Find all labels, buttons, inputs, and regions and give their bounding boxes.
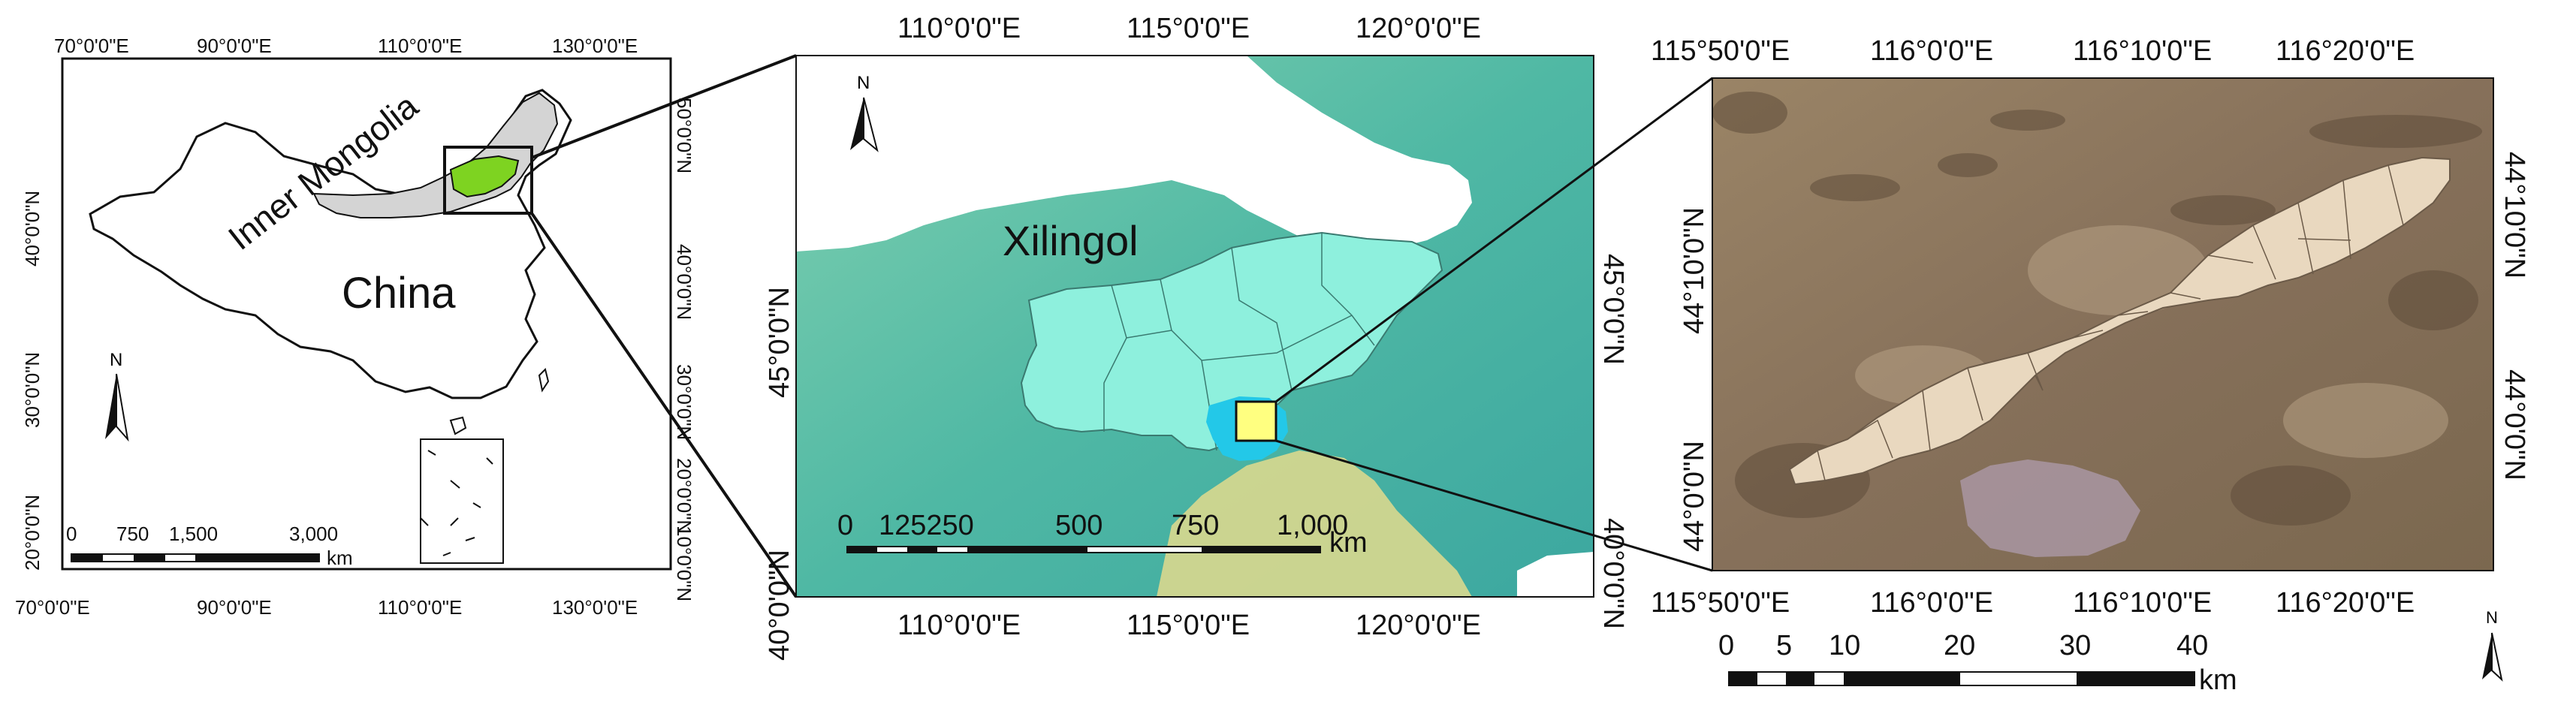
svg-text:N: N [857, 73, 870, 93]
panel-c-scale-unit: km [2199, 664, 2237, 696]
panel-a-bottom-tick-2: 110°0'0"E [378, 596, 462, 619]
panel-b-scale-unit: km [1329, 527, 1368, 559]
panel-c-top-tick-0: 115°50'0"E [1651, 35, 1790, 67]
panel-b-white-area-top [796, 56, 1472, 252]
panel-a-left-tick-2: 20°0'0"N [21, 495, 44, 571]
panel-c-scale-0: 0 [1718, 630, 1734, 661]
connector-a-b [530, 54, 798, 598]
panel-a-bottom-tick-3: 130°0'0"E [552, 596, 638, 619]
panel-b-scale-4: 1,000 [1277, 510, 1348, 541]
panel-b-left-tick-1: 40°0'0"N [764, 550, 795, 661]
panel-a-top-tick-0: 70°0'0"E [54, 35, 129, 57]
panel-b-top-tick-0: 110°0'0"E [897, 13, 1021, 44]
panel-c-scale-5: 40 [2176, 630, 2208, 661]
panel-b-xilingol-map: 110°0'0"E 115°0'0"E 120°0'0"E 110°0'0"E … [764, 13, 1629, 661]
panel-a-scale-2: 1,500 [169, 523, 218, 545]
xilingol-region [1020, 231, 1443, 452]
panel-c-frame [1712, 77, 2494, 571]
panel-c-bottom-tick-3: 116°20'0"E [2276, 587, 2415, 619]
panel-c-scale-3: 20 [1944, 630, 1975, 661]
panel-b-frame [795, 55, 1594, 598]
panel-a-left-tick-0: 40°0'0"N [21, 191, 44, 267]
panel-b-top-tick-1: 115°0'0"E [1127, 13, 1250, 44]
xilingol-highlight [449, 155, 520, 198]
xilingol-internal-boundaries [1103, 233, 1375, 451]
mine-polygon [1788, 156, 2451, 486]
town-area [1960, 459, 2140, 557]
panel-c-top-tick-2: 116°10'0"E [2073, 35, 2212, 67]
panel-a-right-tick-4: 10°0'0"N [673, 526, 695, 601]
panel-b-top-tick-2: 120°0'0"E [1356, 13, 1481, 44]
panel-a-top-tick-2: 110°0'0"E [378, 35, 462, 57]
panel-c-top-tick-3: 116°20'0"E [2276, 35, 2415, 67]
xilingol-label: Xilingol [1003, 217, 1139, 264]
panel-a-zoom-box [443, 146, 533, 215]
panel-c-scale-1: 5 [1776, 630, 1792, 661]
panel-a-top-tick-1: 90°0'0"E [197, 35, 272, 57]
panel-c-scale-bar: 0 5 10 20 30 40 km [1718, 630, 2237, 696]
panel-c-top-tick-1: 116°0'0"E [1870, 35, 1993, 67]
panel-c-bottom-tick-1: 116°0'0"E [1870, 587, 1993, 619]
panel-a-bottom-tick-1: 90°0'0"E [197, 596, 272, 619]
panel-a-right-tick-1: 40°0'0"N [673, 244, 695, 320]
panel-c-bottom-tick-0: 115°50'0"E [1651, 587, 1790, 619]
panel-b-right-tick-0: 45°0'0"N [1597, 254, 1629, 365]
panel-a-north-arrow: N [105, 350, 129, 442]
panel-c-scale-4: 30 [2059, 630, 2091, 661]
panel-b-yellow-terrain [1157, 450, 1472, 597]
panel-a-scale-bar: 0 750 1,500 3,000 km [66, 523, 353, 569]
panel-c-satellite-map: 115°50'0"E 116°0'0"E 116°10'0"E 116°20'0… [1651, 35, 2530, 696]
panel-c-bottom-tick-2: 116°10'0"E [2073, 587, 2212, 619]
panel-a-scale-unit: km [327, 547, 353, 569]
svg-text:N: N [110, 350, 122, 370]
panel-b-scale-bar: 0 125250 500 750 1,000 km [837, 510, 1368, 559]
panel-c-right-tick-0: 44°10'0"N [2499, 152, 2530, 279]
panel-b-bottom-tick-2: 120°0'0"E [1356, 610, 1481, 641]
panel-a-left-tick-1: 30°0'0"N [21, 352, 44, 428]
study-area-box [1235, 400, 1277, 442]
connector-b-c [1275, 77, 1713, 572]
panel-c-right-tick-1: 44°0'0"N [2499, 369, 2530, 481]
panel-a-right-tick-3: 20°0'0"N [673, 458, 695, 534]
hainan-island [449, 416, 467, 435]
panel-a-china-map: 70°0'0"E 90°0'0"E 110°0'0"E 130°0'0"E 70… [15, 35, 695, 619]
panel-b-bottom-tick-1: 115°0'0"E [1127, 610, 1250, 641]
panel-c-left-tick-1: 44°0'0"N [1679, 441, 1710, 552]
panel-c-north-arrow: N [2482, 608, 2503, 682]
panel-b-scale-3: 750 [1172, 510, 1219, 541]
panel-c-left-tick-0: 44°10'0"N [1679, 207, 1710, 334]
panel-a-right-tick-0: 50°0'0"N [673, 98, 695, 173]
panel-b-scale-1: 125250 [879, 510, 974, 541]
svg-text:N: N [2486, 608, 2498, 627]
panel-a-right-tick-2: 30°0'0"N [673, 364, 695, 440]
panel-a-scale-1: 750 [116, 523, 149, 545]
panel-b-left-tick-0: 45°0'0"N [764, 287, 795, 398]
panel-a-bottom-tick-0: 70°0'0"E [15, 596, 90, 619]
panel-b-scale-0: 0 [837, 510, 853, 541]
china-outline [89, 89, 572, 399]
mine-internal-boundaries [1817, 164, 2404, 481]
panel-a-scale-3: 3,000 [289, 523, 338, 545]
south-china-sea-islands [420, 450, 493, 556]
panel-b-bottom-tick-0: 110°0'0"E [897, 610, 1021, 641]
panel-b-white-area-right [1517, 552, 1594, 597]
panel-c-terrain-texture [1712, 92, 2482, 526]
taiwan-island [538, 368, 550, 393]
south-china-sea-inset [420, 438, 504, 564]
panel-b-scale-2: 500 [1055, 510, 1102, 541]
panel-b-right-tick-1: 40°0'0"N [1597, 518, 1629, 629]
china-label: China [342, 269, 456, 318]
panel-a-scale-0: 0 [66, 523, 77, 545]
panel-a-top-tick-3: 130°0'0"E [552, 35, 638, 57]
panel-b-north-arrow: N [850, 73, 879, 152]
panel-c-scale-2: 10 [1829, 630, 1860, 661]
